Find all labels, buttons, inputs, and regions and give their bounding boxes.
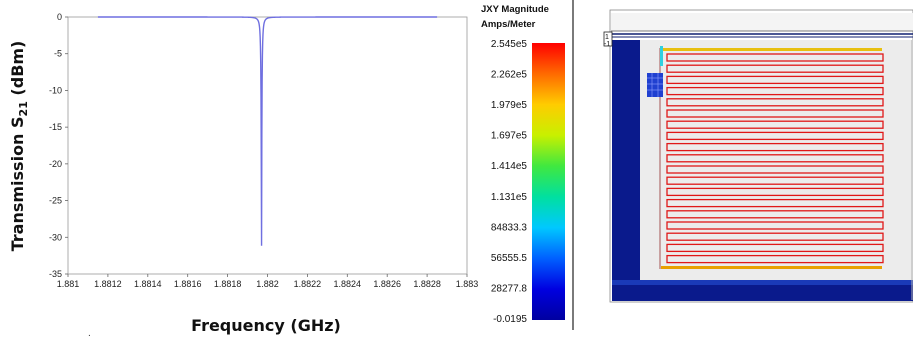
port-marker-bottom-label: -1: [604, 41, 610, 48]
legend-label: 1.697e5: [491, 131, 528, 142]
legend-label: 1.414e5: [491, 161, 528, 172]
meander-finger: [666, 176, 884, 185]
x-tick-label: 1.8824: [334, 279, 362, 289]
meander-finger: [666, 243, 884, 253]
port-block-texture: [647, 73, 663, 97]
series-line: [97, 16, 438, 246]
legend-labels: 2.545e5 2.262e5 1.979e5 1.697e5 1.414e5 1.131…: [491, 39, 528, 325]
x-ticks: 1.881 1.8812 1.8814 1.8816 1.8818 1.882 1.8822…: [57, 274, 479, 289]
meander-finger: [666, 120, 884, 129]
legend-label: 56555.5: [491, 253, 528, 264]
y-axis-title: Transmission S21 (dBm): [8, 41, 30, 252]
port-block: [647, 73, 663, 97]
footer-mark: .: [88, 328, 91, 339]
legend-label: 2.545e5: [491, 39, 528, 50]
meander-finger: [666, 109, 884, 118]
meander-finger: [666, 254, 884, 264]
x-axis-title: Frequency (GHz): [191, 316, 341, 335]
meander-finger: [666, 154, 884, 163]
meander-finger: [666, 232, 884, 241]
feed-vertical: [659, 48, 661, 269]
meander-finger: [666, 64, 884, 73]
y-tick-label: -15: [49, 122, 62, 132]
legend-title-line1: JXY Magnitude: [481, 4, 549, 15]
x-tick-label: 1.8826: [373, 279, 401, 289]
meander-finger: [666, 75, 884, 85]
y-ticks: 0 -5 -10 -15 -20 -25 -30 -35: [49, 12, 68, 279]
meander-finger: [666, 86, 884, 96]
y-tick-label: -5: [54, 49, 62, 59]
layout-top-band: [611, 13, 913, 31]
meander-finger: [666, 210, 884, 219]
y-tick-label: -30: [49, 232, 62, 242]
meander-finger: [666, 187, 884, 197]
meander-finger: [666, 221, 884, 230]
feed-line-bottom: [660, 266, 882, 269]
x-tick-label: 1.8814: [134, 279, 162, 289]
x-tick-label: 1.883: [456, 279, 479, 289]
meander-finger: [666, 131, 884, 141]
y-tick-label: 0: [57, 12, 62, 22]
x-tick-label: 1.8812: [94, 279, 122, 289]
legend-label: 1.979e5: [491, 100, 528, 111]
meander-finger: [666, 98, 884, 107]
meander-finger: [666, 165, 884, 174]
layout-view: 1 -1: [603, 9, 913, 303]
plot-area: [67, 16, 468, 275]
feed-stub: [660, 46, 663, 66]
series-group: [97, 16, 438, 246]
x-tick-label: 1.8818: [214, 279, 242, 289]
y-tick-label: -20: [49, 159, 62, 169]
x-tick-label: 1.8816: [174, 279, 202, 289]
legend-label: 84833.3: [491, 222, 528, 233]
legend-label: 28277.8: [491, 283, 528, 294]
meander-line: [666, 53, 884, 264]
legend-label: -0.0195: [493, 314, 527, 325]
y-tick-label: -10: [49, 85, 62, 95]
x-tick-label: 1.8828: [413, 279, 441, 289]
meander-finger: [666, 53, 884, 62]
y-tick-label: -35: [49, 269, 62, 279]
port-marker: [603, 31, 613, 47]
y-tick-label: -25: [49, 196, 62, 206]
legend-colorbar: [532, 43, 565, 320]
meander-finger: [666, 142, 884, 152]
port-marker-top-label: 1: [605, 34, 609, 41]
substrate-bottom-band: [612, 280, 913, 285]
legend-title-line2: Amps/Meter: [481, 19, 536, 30]
y-axis-subscript: 21: [17, 101, 30, 116]
feed-line-top: [660, 48, 882, 51]
legend-label: 2.262e5: [491, 70, 528, 81]
x-tick-label: 1.8822: [294, 279, 322, 289]
x-tick-label: 1.881: [57, 279, 80, 289]
legend-label: 1.131e5: [491, 192, 528, 203]
meander-finger: [666, 198, 884, 208]
x-tick-label: 1.882: [256, 279, 279, 289]
